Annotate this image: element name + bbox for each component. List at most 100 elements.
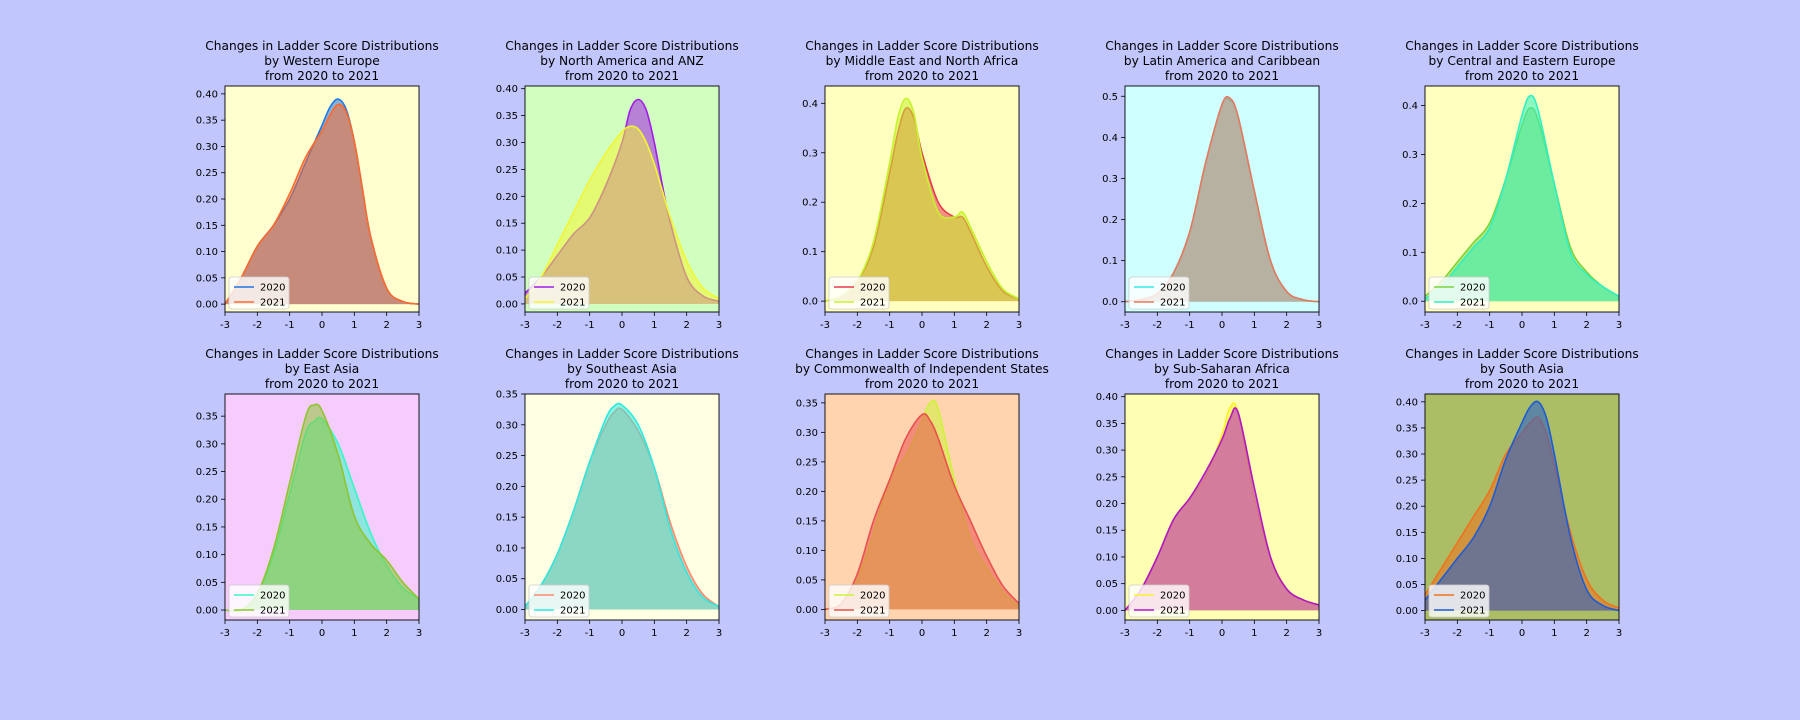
x-tick-label: -1 (1185, 320, 1195, 331)
density-line-2021 (1425, 400, 1619, 612)
y-tick-label: 0.15 (1396, 528, 1418, 539)
x-tick-label: -1 (1185, 628, 1195, 639)
chart-title: by North America and ANZ (540, 54, 704, 68)
chart-title: by Southeast Asia (567, 362, 677, 376)
chart-panel: Changes in Ladder Score Distributionsby … (795, 347, 1049, 639)
x-tick-label: 1 (1251, 320, 1257, 331)
density-line-2021 (525, 402, 719, 608)
density-area-2021 (225, 104, 419, 305)
chart-title: from 2020 to 2021 (1465, 69, 1579, 83)
x-tick-label: 3 (716, 320, 722, 331)
x-tick-label: -3 (1120, 320, 1130, 331)
y-tick-label: 0.0 (802, 297, 818, 308)
x-tick-label: 3 (1016, 320, 1022, 331)
chart-panel: Changes in Ladder Score Distributionsby … (496, 347, 739, 639)
x-tick-label: -3 (220, 320, 230, 331)
density-line-2021 (525, 125, 719, 300)
y-tick-label: 0.4 (802, 99, 818, 110)
y-tick-label: 0.35 (196, 412, 218, 423)
legend-label: 2021 (260, 298, 285, 309)
legend-label: 2021 (1160, 606, 1185, 617)
chart-title: from 2020 to 2021 (565, 69, 679, 83)
y-tick-label: 0.00 (496, 299, 518, 310)
legend-label: 2020 (560, 283, 585, 294)
y-tick-label: 0.10 (496, 543, 518, 554)
y-tick-label: 0.1 (1102, 256, 1118, 267)
chart-title: by Central and Eastern Europe (1429, 54, 1616, 68)
y-tick-label: 0.2 (802, 198, 818, 209)
y-tick-label: 0.05 (496, 574, 518, 585)
legend-box (828, 584, 890, 618)
density-line-2021 (825, 412, 1019, 611)
y-tick-label: 0.05 (1396, 580, 1418, 591)
y-tick-label: 0.15 (1096, 526, 1118, 537)
chart-title: from 2020 to 2021 (1165, 69, 1279, 83)
y-tick-label: 0.20 (496, 192, 518, 203)
y-tick-label: 0.3 (1102, 174, 1118, 185)
y-tick-label: 0.20 (496, 482, 518, 493)
y-tick-label: 0.25 (796, 457, 818, 468)
chart-title: from 2020 to 2021 (265, 377, 379, 391)
y-tick-label: 0.25 (496, 451, 518, 462)
y-tick-label: 0.20 (196, 495, 218, 506)
legend-box (528, 584, 590, 618)
y-tick-label: 0.15 (796, 516, 818, 527)
y-tick-label: 0.30 (196, 142, 218, 153)
chart-title: from 2020 to 2021 (1465, 377, 1579, 391)
x-tick-label: -3 (220, 628, 230, 639)
x-tick-label: -1 (885, 628, 895, 639)
y-tick-label: 0.30 (1396, 450, 1418, 461)
x-tick-label: -3 (520, 628, 530, 639)
chart-panel: Changes in Ladder Score Distributionsby … (196, 347, 439, 639)
legend-label: 2020 (1460, 283, 1485, 294)
y-tick-label: 0.40 (496, 84, 518, 95)
legend-label: 2021 (1460, 298, 1485, 309)
chart-title: Changes in Ladder Score Distributions (205, 39, 438, 53)
y-tick-label: 0.05 (796, 575, 818, 586)
y-tick-label: 0.15 (496, 219, 518, 230)
density-area-2021 (1125, 96, 1319, 302)
x-tick-label: 0 (919, 320, 925, 331)
legend-label: 2021 (560, 606, 585, 617)
density-line-2021 (1425, 94, 1619, 300)
x-tick-label: 1 (351, 628, 357, 639)
legend-box (1128, 276, 1190, 310)
x-tick-label: 2 (383, 628, 389, 639)
x-tick-label: 0 (619, 628, 625, 639)
y-tick-label: 0.10 (1396, 554, 1418, 565)
y-tick-label: 0.20 (1396, 502, 1418, 513)
y-tick-label: 0.1 (1402, 248, 1418, 259)
legend-label: 2021 (860, 298, 885, 309)
density-area-2021 (1425, 95, 1619, 302)
chart-title: by Latin America and Caribbean (1124, 54, 1320, 68)
y-tick-label: 0.35 (796, 398, 818, 409)
y-tick-label: 0.4 (1402, 101, 1418, 112)
x-tick-label: 3 (1016, 628, 1022, 639)
chart-title: Changes in Ladder Score Distributions (1105, 39, 1338, 53)
y-tick-label: 0.00 (1396, 606, 1418, 617)
x-tick-label: -1 (885, 320, 895, 331)
legend-box (1428, 584, 1490, 618)
chart-title: by Commonwealth of Independent States (795, 362, 1049, 376)
y-tick-label: 0.20 (796, 487, 818, 498)
y-tick-label: 0.10 (196, 247, 218, 258)
y-tick-label: 0.30 (796, 428, 818, 439)
chart-title: Changes in Ladder Score Distributions (1105, 347, 1338, 361)
x-tick-label: 2 (983, 628, 989, 639)
x-tick-label: 1 (651, 320, 657, 331)
x-tick-label: -1 (1485, 320, 1495, 331)
y-tick-label: 0.40 (1096, 392, 1118, 403)
x-tick-label: -3 (820, 320, 830, 331)
density-area-2021 (1125, 407, 1319, 611)
y-tick-label: 0.35 (1396, 423, 1418, 434)
x-tick-label: -1 (285, 320, 295, 331)
x-tick-label: -3 (1420, 628, 1430, 639)
legend-label: 2021 (560, 298, 585, 309)
density-area-2021 (1425, 401, 1619, 611)
y-tick-label: 0.20 (196, 195, 218, 206)
chart-title: Changes in Ladder Score Distributions (505, 347, 738, 361)
y-tick-label: 0.30 (1096, 446, 1118, 457)
x-tick-label: 3 (1316, 320, 1322, 331)
x-tick-label: -3 (520, 320, 530, 331)
x-tick-label: 1 (1251, 628, 1257, 639)
